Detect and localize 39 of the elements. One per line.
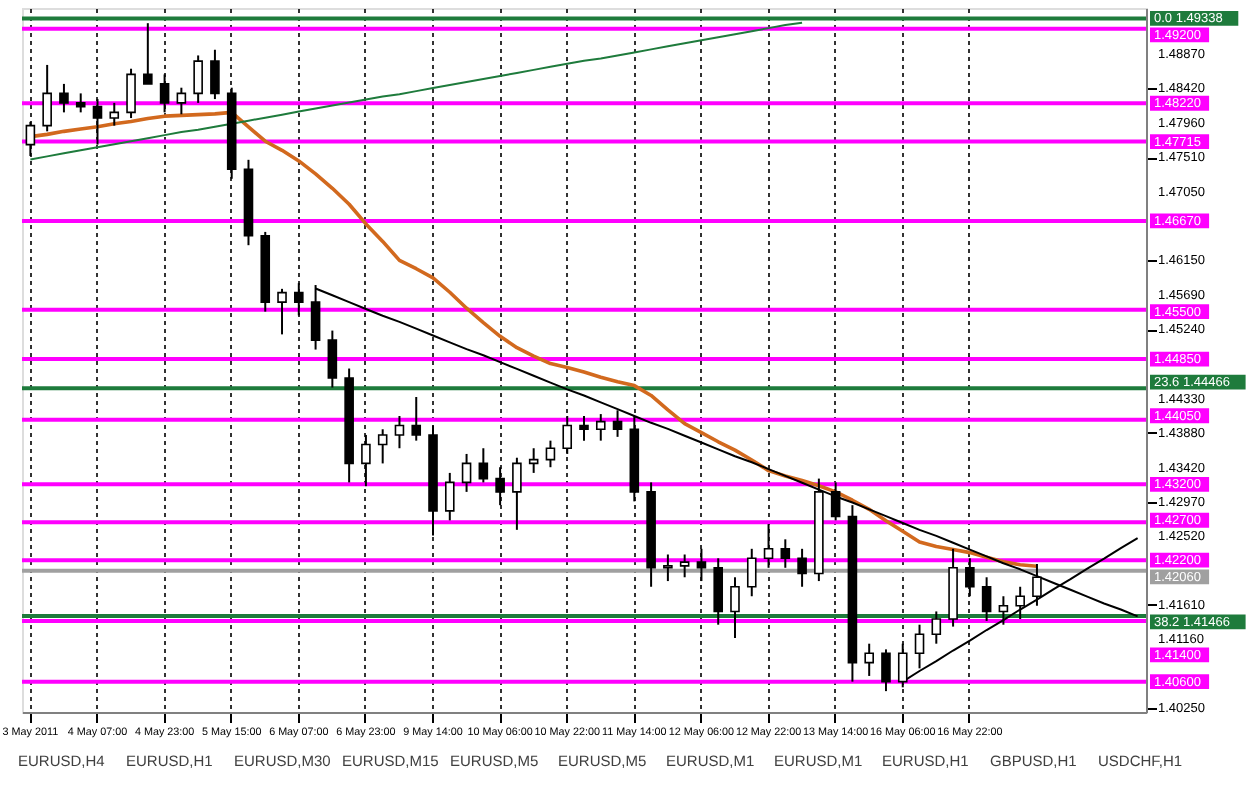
candlestick: [780, 538, 791, 569]
candlestick: [663, 553, 673, 583]
candlestick: [277, 287, 287, 336]
candlestick: [746, 547, 757, 598]
candlestick: [864, 642, 874, 677]
candlestick: [679, 553, 690, 579]
candlestick: [1015, 585, 1025, 621]
candlestick: [981, 576, 992, 622]
candlestick: [612, 409, 623, 438]
candlestick: [595, 413, 606, 442]
candlestick: [176, 86, 187, 116]
candlestick: [998, 595, 1009, 626]
candlestick: [797, 547, 807, 588]
candlestick: [75, 92, 86, 114]
candlestick: [713, 557, 724, 626]
candlestick: [210, 48, 220, 101]
candlestick: [327, 329, 338, 389]
candlestick: [528, 447, 539, 474]
candlestick: [1032, 562, 1042, 607]
candlestick: [377, 428, 388, 465]
candlestick: [411, 396, 422, 442]
candlestick: [109, 101, 120, 127]
candlestick: [931, 610, 942, 645]
candlestick: [579, 414, 589, 442]
candlestick: [42, 63, 52, 133]
candlestick: [59, 82, 69, 114]
candlestick: [763, 523, 774, 569]
candlestick: [881, 648, 891, 693]
candlestick: [143, 22, 153, 85]
candlestick: [512, 456, 522, 531]
candlestick: [126, 67, 136, 120]
candlestick: [444, 471, 455, 522]
candlestick: [914, 623, 925, 670]
candlestick: [545, 439, 556, 469]
candlestick: [730, 576, 740, 639]
candlestick: [461, 452, 472, 493]
candlestick: [394, 414, 405, 450]
candlestick: [478, 447, 489, 484]
candlestick: [193, 54, 203, 104]
